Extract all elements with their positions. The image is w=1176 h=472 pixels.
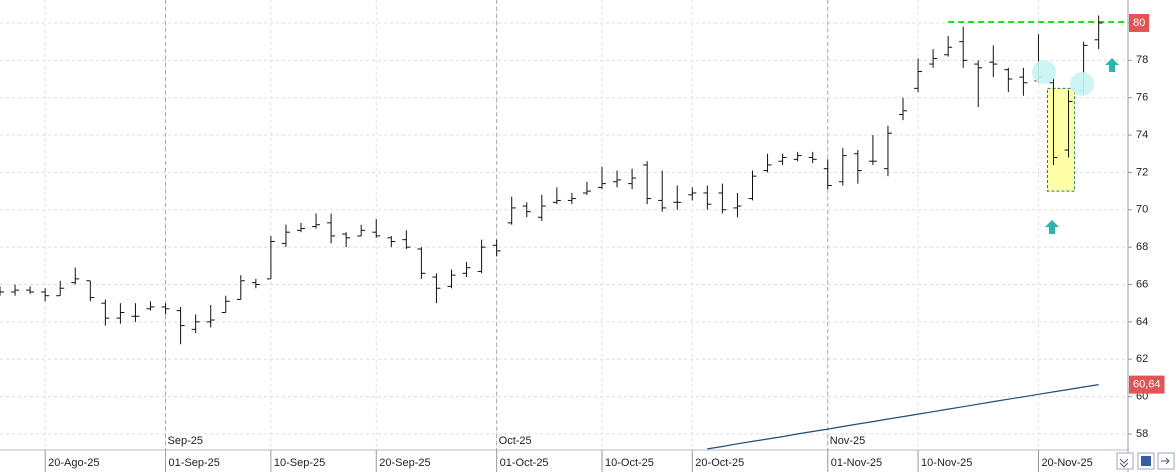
icon-button[interactable] xyxy=(1116,452,1134,470)
y-tick-label: 66 xyxy=(1136,278,1148,290)
month-label: Oct-25 xyxy=(499,435,532,447)
last-price-tag: 80 xyxy=(1129,13,1150,32)
signal-circle xyxy=(1032,60,1056,84)
signal-circle xyxy=(1070,72,1094,96)
y-tick-label: 58 xyxy=(1136,428,1148,440)
y-tick-label: 76 xyxy=(1136,92,1148,104)
y-tick-label: 62 xyxy=(1136,353,1148,365)
y-tick-label: 78 xyxy=(1136,54,1148,66)
y-tick-label: 68 xyxy=(1136,241,1148,253)
x-tick-label: 20-Oct-25 xyxy=(695,457,744,469)
x-tick-label: 01-Sep-25 xyxy=(169,457,220,469)
last-price-tag-box xyxy=(1129,13,1150,32)
highlight-box xyxy=(1047,87,1076,192)
ma-value-tag-text: 60,64 xyxy=(1133,379,1161,391)
month-label: Nov-25 xyxy=(830,435,865,447)
x-tick-label: 20-Ago-25 xyxy=(48,457,99,469)
y-tick-label: 72 xyxy=(1136,166,1148,178)
y-tick-label: 64 xyxy=(1136,316,1148,328)
last-price-tag-text: 80 xyxy=(1133,17,1145,29)
y-tick-label: 74 xyxy=(1136,129,1148,141)
x-tick-label: 10-Nov-25 xyxy=(921,457,972,469)
toolbar-icons xyxy=(1116,452,1175,470)
moving-average xyxy=(707,384,1099,450)
x-tick-label: 20-Nov-25 xyxy=(1041,457,1092,469)
icon xyxy=(1141,456,1151,466)
x-tick-label: 01-Nov-25 xyxy=(831,457,882,469)
month-label: Sep-25 xyxy=(168,435,203,447)
y-tick-label: 70 xyxy=(1136,204,1148,216)
x-tick-label: 10-Oct-25 xyxy=(605,457,654,469)
x-tick-label: 10-Sep-25 xyxy=(274,457,325,469)
ma-value-tag-box xyxy=(1129,375,1165,394)
x-tick-label: 01-Oct-25 xyxy=(500,457,549,469)
icon xyxy=(1161,457,1170,465)
signal-markers xyxy=(1032,58,1119,234)
up-arrow xyxy=(1045,220,1059,234)
ma-value-tag: 60,64 xyxy=(1129,375,1165,394)
icon xyxy=(1119,458,1129,468)
up-arrow xyxy=(1105,58,1119,72)
x-tick-label: 20-Sep-25 xyxy=(379,457,430,469)
